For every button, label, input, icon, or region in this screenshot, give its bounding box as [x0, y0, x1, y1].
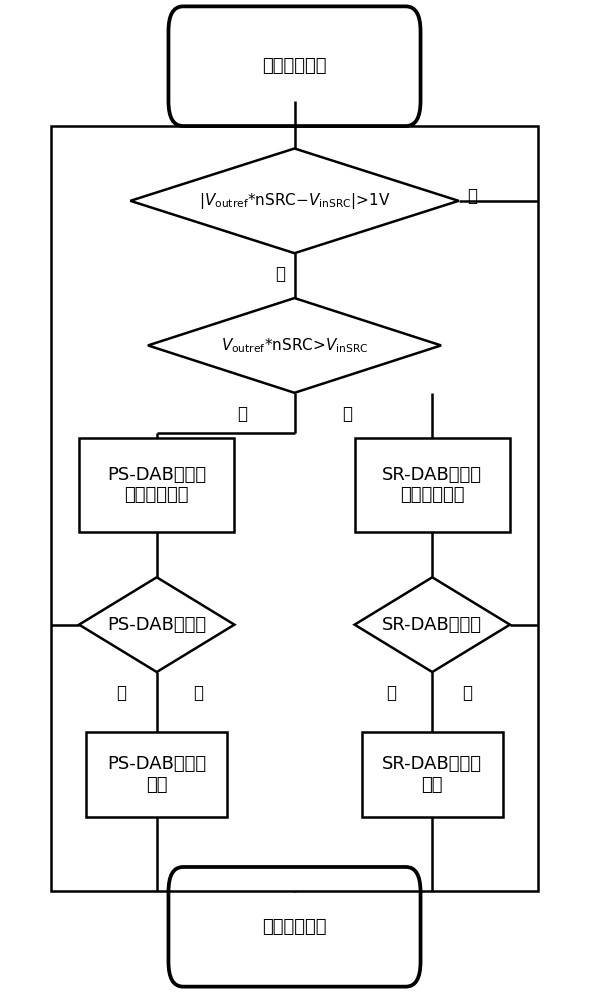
Text: 第一阶段结束: 第一阶段结束 [262, 918, 327, 936]
Text: $|V_\mathrm{outref}$*nSRC$-V_\mathrm{inSRC}|$>1V: $|V_\mathrm{outref}$*nSRC$-V_\mathrm{inS… [199, 191, 390, 211]
Text: 否: 否 [117, 684, 127, 702]
FancyBboxPatch shape [168, 867, 421, 987]
Bar [355, 438, 510, 532]
Polygon shape [355, 577, 510, 672]
Text: PS-DAB占空比
调制模式工作: PS-DAB占空比 调制模式工作 [107, 466, 206, 504]
Text: PS-DAB占空比
增加: PS-DAB占空比 增加 [107, 755, 206, 794]
Text: SR-DAB占空比
调制模式工作: SR-DAB占空比 调制模式工作 [382, 466, 482, 504]
Text: 是: 是 [237, 405, 247, 423]
Text: 是: 是 [193, 684, 203, 702]
Polygon shape [130, 148, 459, 253]
Bar [79, 438, 234, 532]
Text: 是: 是 [462, 684, 472, 702]
Text: 否: 否 [342, 405, 352, 423]
Text: 否: 否 [468, 187, 478, 205]
Bar [87, 732, 227, 817]
Text: $V_\mathrm{outref}$*nSRC>$V_\mathrm{inSRC}$: $V_\mathrm{outref}$*nSRC>$V_\mathrm{inSR… [221, 336, 368, 355]
Text: SR-DAB过流？: SR-DAB过流？ [382, 616, 482, 634]
Text: SR-DAB占空比
增加: SR-DAB占空比 增加 [382, 755, 482, 794]
FancyBboxPatch shape [168, 6, 421, 126]
Bar [362, 732, 502, 817]
Polygon shape [148, 298, 441, 393]
Text: 否: 否 [386, 684, 396, 702]
Text: PS-DAB过流？: PS-DAB过流？ [107, 616, 206, 634]
Bar [51, 126, 538, 891]
Text: 第一阶段开始: 第一阶段开始 [262, 57, 327, 75]
Text: 是: 是 [275, 265, 285, 283]
Polygon shape [79, 577, 234, 672]
